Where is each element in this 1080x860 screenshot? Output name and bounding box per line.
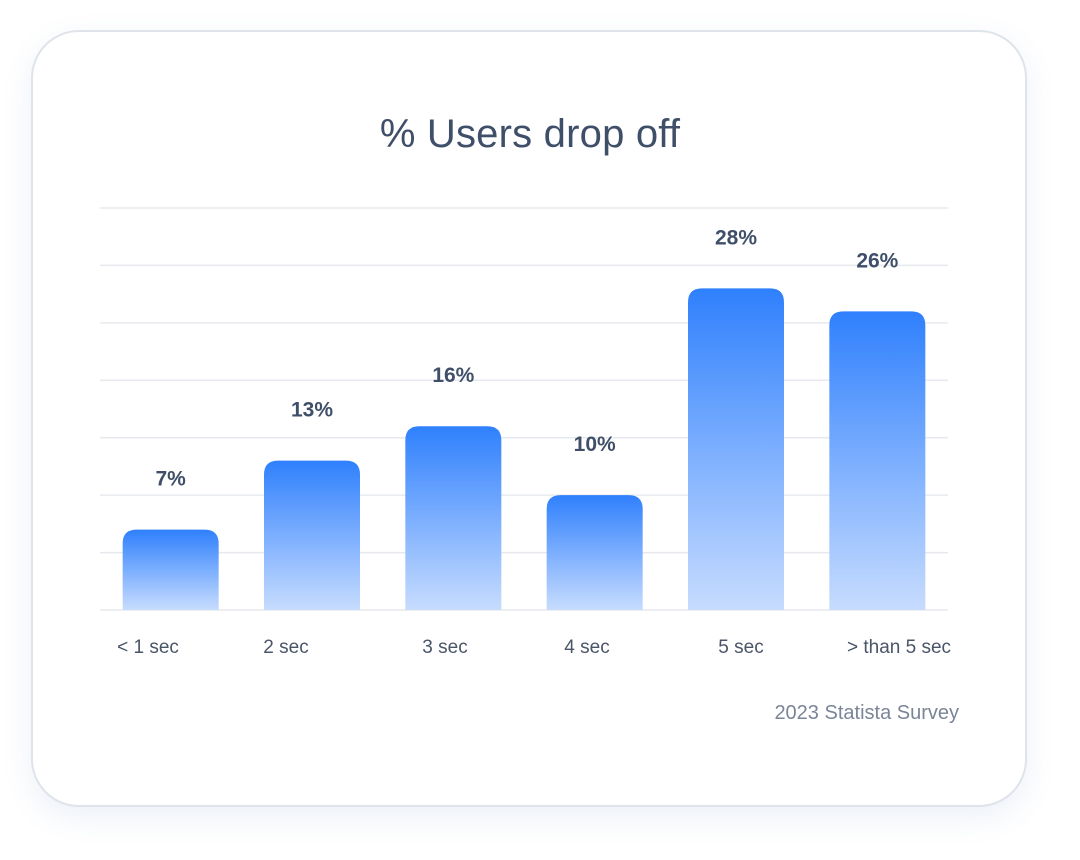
x-tick-label: 4 sec — [564, 637, 609, 658]
source-note: 2023 Statista Survey — [774, 702, 959, 724]
bar-4-sec — [546, 495, 643, 610]
x-tick-label: < 1 sec — [117, 637, 179, 658]
value-labels: 7% 13% 16% 10% 28% 26% — [155, 226, 898, 490]
chart-title: % Users drop off — [379, 112, 681, 156]
bar-than-5-sec — [829, 311, 926, 610]
bars — [122, 288, 926, 610]
category-labels: < 1 sec 2 sec 3 sec 4 sec 5 sec > than 5 sec — [117, 637, 951, 658]
data-label: 28% — [715, 226, 757, 249]
data-label: 16% — [432, 364, 474, 387]
bar-5-sec — [688, 288, 784, 610]
data-label: 10% — [574, 433, 616, 456]
gridlines — [100, 207, 948, 611]
bar-2-sec — [264, 460, 360, 610]
x-tick-label: 3 sec — [422, 637, 467, 658]
data-label: 13% — [291, 399, 333, 422]
data-label: 7% — [155, 468, 186, 491]
x-tick-label: 2 sec — [263, 637, 308, 658]
bar-3-sec — [405, 426, 502, 610]
x-tick-label: 5 sec — [718, 637, 763, 658]
x-tick-label: > than 5 sec — [847, 637, 951, 658]
bar-1-sec — [122, 529, 219, 610]
data-label: 26% — [856, 249, 898, 272]
